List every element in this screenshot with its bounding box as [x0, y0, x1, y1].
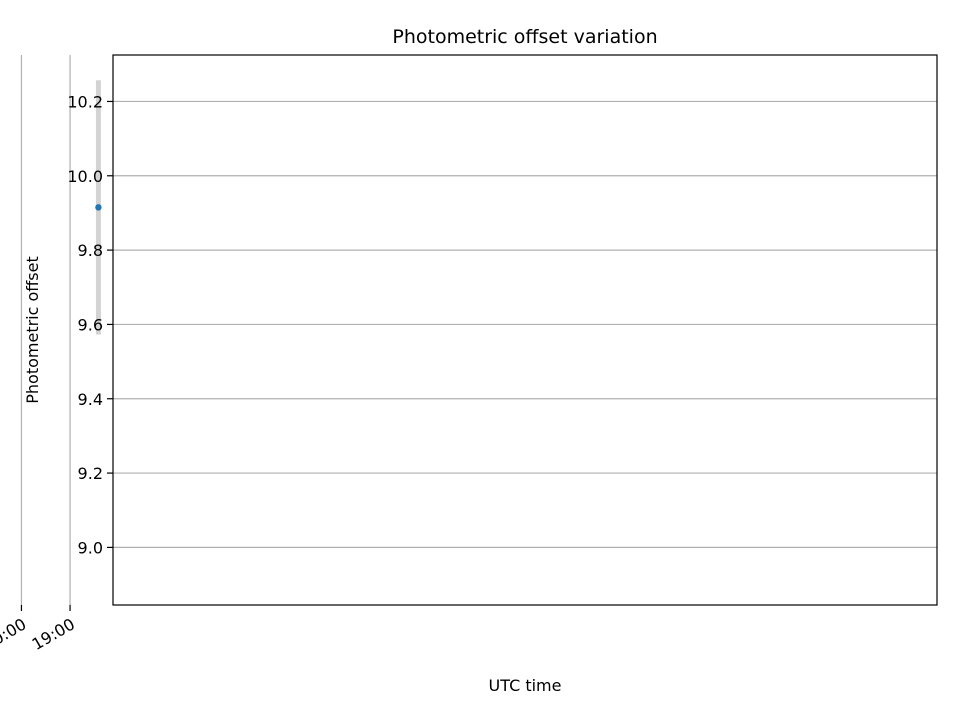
chart-title: Photometric offset variation	[392, 26, 657, 48]
y-tick-label: 9.6	[78, 315, 103, 334]
y-tick-label: 9.8	[78, 241, 103, 260]
grid-layer	[20, 55, 937, 605]
y-tick-label: 9.4	[78, 390, 103, 409]
data-point	[95, 204, 102, 211]
y-axis-label: Photometric offset	[23, 256, 42, 404]
y-tick-label: 9.0	[78, 538, 103, 557]
point-layer	[95, 204, 102, 211]
y-tick-label: 9.2	[78, 464, 103, 483]
y-tick-label: 10.0	[67, 167, 103, 186]
plot-area-frame	[112, 54, 938, 606]
x-axis-label: UTC time	[489, 676, 562, 695]
y-tick-label: 10.2	[67, 92, 103, 111]
